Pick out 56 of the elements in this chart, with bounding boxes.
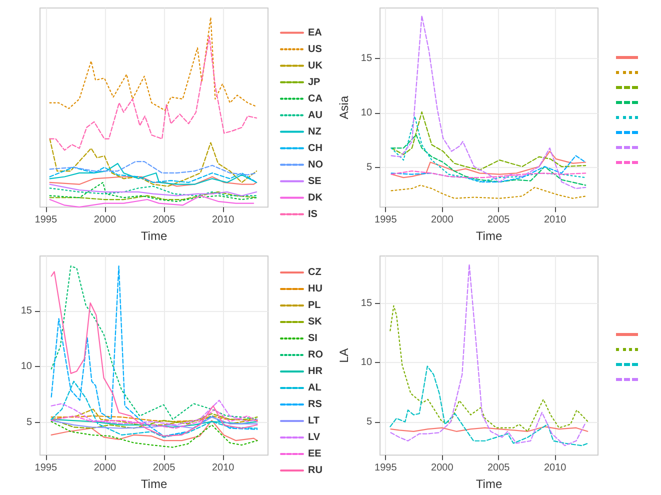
x-tick-label: 2000 <box>94 214 117 226</box>
legend-label: HU <box>308 283 322 294</box>
legend-label: RO <box>308 349 324 360</box>
legend-label: AU <box>308 110 322 121</box>
x-tick-label: 2010 <box>544 462 567 474</box>
x-axis-title: Time <box>476 229 502 243</box>
legend-label: LT <box>308 415 320 426</box>
x-tick-label: 1995 <box>374 214 398 226</box>
y-tick-label: 10 <box>20 360 32 372</box>
legend-label: CA <box>308 93 322 104</box>
x-tick-label: 2000 <box>94 462 117 474</box>
legend-label: IS <box>308 208 318 220</box>
x-tick-label: 2005 <box>152 462 176 474</box>
y-axis-title: LA <box>337 348 351 362</box>
legend-label: DK <box>308 192 324 204</box>
legend-label: EE <box>308 448 322 459</box>
y-tick-label: 10 <box>360 108 372 119</box>
x-tick-label: 2005 <box>487 214 510 226</box>
x-axis-title: Time <box>476 476 502 490</box>
legend-label: SK <box>308 316 323 327</box>
x-tick-label: 1995 <box>34 462 58 474</box>
y-tick-label: 5 <box>366 416 372 427</box>
x-tick-label: 2000 <box>431 214 454 226</box>
y-tick-label: 5 <box>26 416 32 428</box>
legend-label: CH <box>308 142 322 154</box>
legend-label: CZ <box>308 266 322 278</box>
y-tick-label: 15 <box>20 304 32 316</box>
y-tick-label: 10 <box>360 356 372 368</box>
x-tick-label: 2010 <box>544 214 567 226</box>
x-tick-label: 2010 <box>212 462 235 474</box>
legend-label: EA <box>308 27 322 38</box>
legend-label: RS <box>308 398 322 410</box>
legend-label: AL <box>308 382 322 393</box>
legend-label: SI <box>308 332 318 344</box>
legend-label: PL <box>308 300 321 310</box>
x-tick-label: 2010 <box>212 214 235 226</box>
legend-label: HR <box>308 366 324 376</box>
x-tick-label: 1995 <box>374 462 398 474</box>
x-tick-label: 2005 <box>487 462 510 474</box>
y-tick-label: 15 <box>360 52 372 64</box>
y-axis-title: Asia <box>337 96 351 120</box>
legend-label: UK <box>308 60 324 72</box>
x-axis-title: Time <box>140 476 168 490</box>
legend-label: US <box>308 44 322 55</box>
x-tick-label: 1995 <box>34 214 58 226</box>
legend-label: JP <box>308 76 321 88</box>
legend-label: RU <box>308 464 322 476</box>
legend-label: NO <box>308 159 324 170</box>
x-tick-label: 2005 <box>152 214 176 226</box>
x-tick-label: 2000 <box>431 462 454 474</box>
legend-label: SE <box>308 176 322 187</box>
x-axis-title: Time <box>140 229 168 243</box>
y-tick-label: 15 <box>360 297 372 308</box>
legend-label: LV <box>308 432 320 442</box>
y-tick-label: 5 <box>366 162 372 174</box>
legend-label: NZ <box>308 126 322 138</box>
